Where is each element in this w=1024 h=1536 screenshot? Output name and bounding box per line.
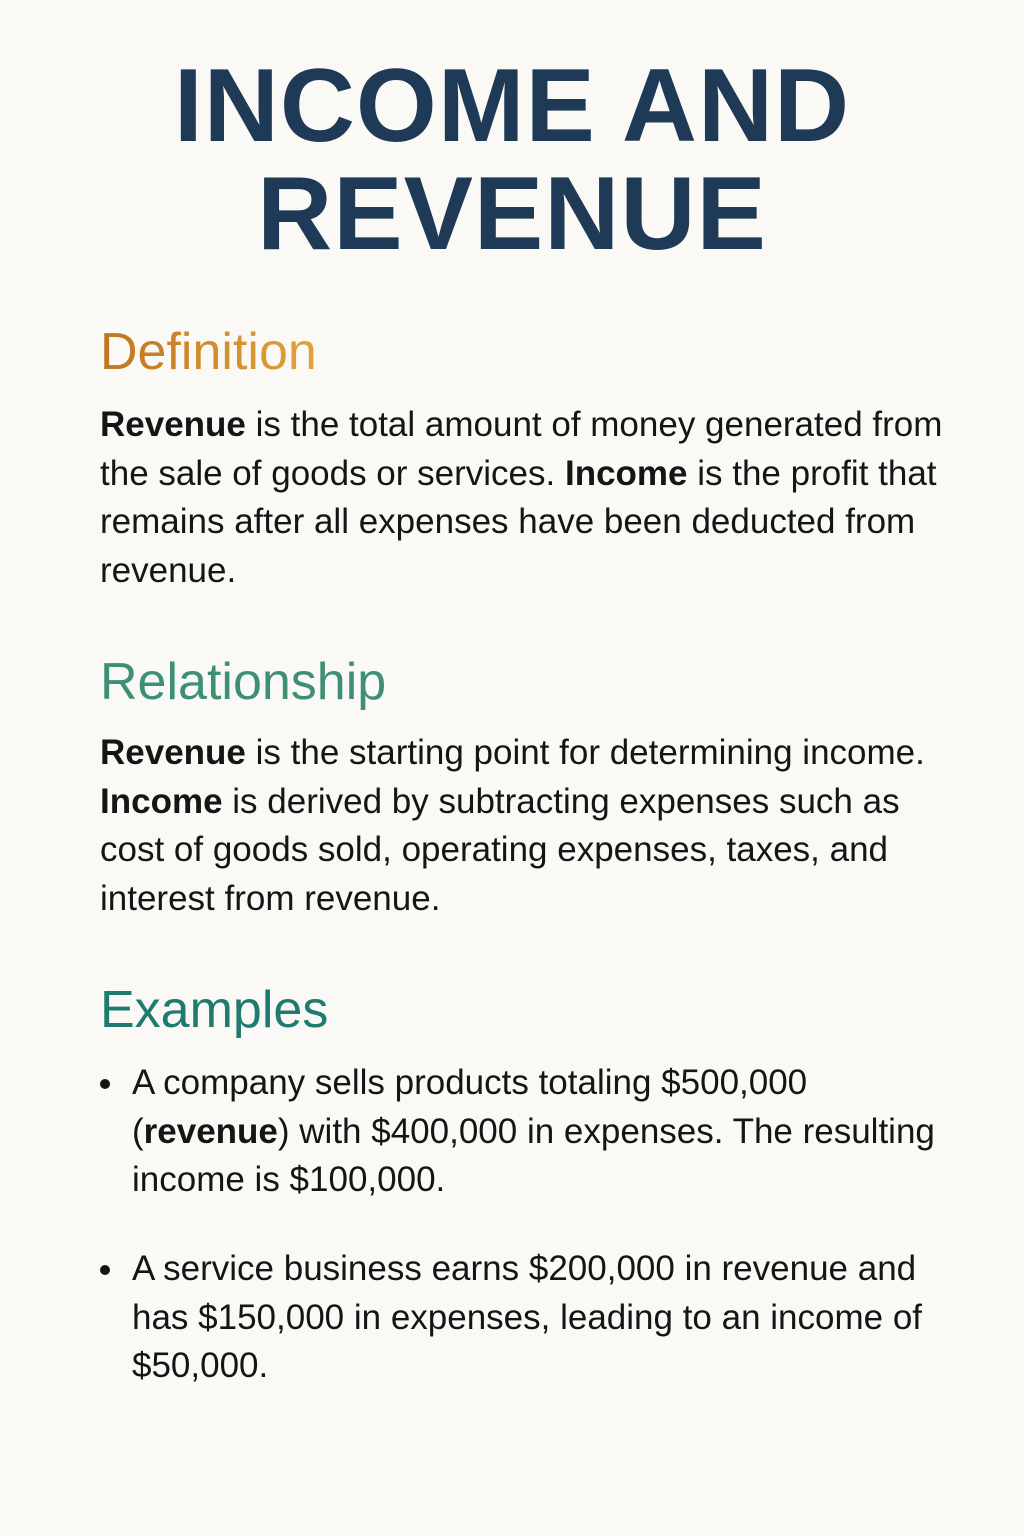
relationship-text-2: is derived by subtracting expenses such … <box>100 781 900 918</box>
relationship-term-revenue: Revenue <box>100 733 246 772</box>
definition-heading: Definition <box>100 323 317 381</box>
definition-term-revenue: Revenue <box>100 405 246 444</box>
title-line-1: INCOME AND <box>173 48 851 164</box>
definition-term-income: Income <box>564 453 688 493</box>
relationship-term-income: Income <box>100 781 223 821</box>
example-1-text: A company sells products totaling $500,0… <box>132 1059 962 1205</box>
example-1-bold: revenue <box>143 1111 278 1151</box>
relationship-paragraph: Revenue is the starting point for determ… <box>100 729 960 923</box>
example-1-after: ) with $400,000 in expenses. The resulti… <box>132 1111 935 1200</box>
bullet-icon <box>100 1079 110 1089</box>
page-title: INCOME AND REVENUE <box>0 52 1024 268</box>
example-2-text: A service business earns $200,000 in rev… <box>132 1245 962 1391</box>
definition-paragraph: Revenue is the total amount of money gen… <box>100 401 960 595</box>
relationship-text-1: is the starting point for determining in… <box>245 733 925 772</box>
title-line-2: REVENUE <box>257 156 767 272</box>
relationship-heading: Relationship <box>100 653 387 711</box>
definition-text-2: is the profit that remains after all exp… <box>100 453 937 590</box>
example-1-before: A company sells products totaling $500,0… <box>132 1063 808 1151</box>
bullet-icon <box>100 1265 110 1275</box>
example-2-before: A service business earns $200,000 in rev… <box>132 1249 923 1385</box>
examples-heading: Examples <box>100 981 329 1039</box>
definition-text-1: is the total amount of money generated f… <box>100 405 943 493</box>
